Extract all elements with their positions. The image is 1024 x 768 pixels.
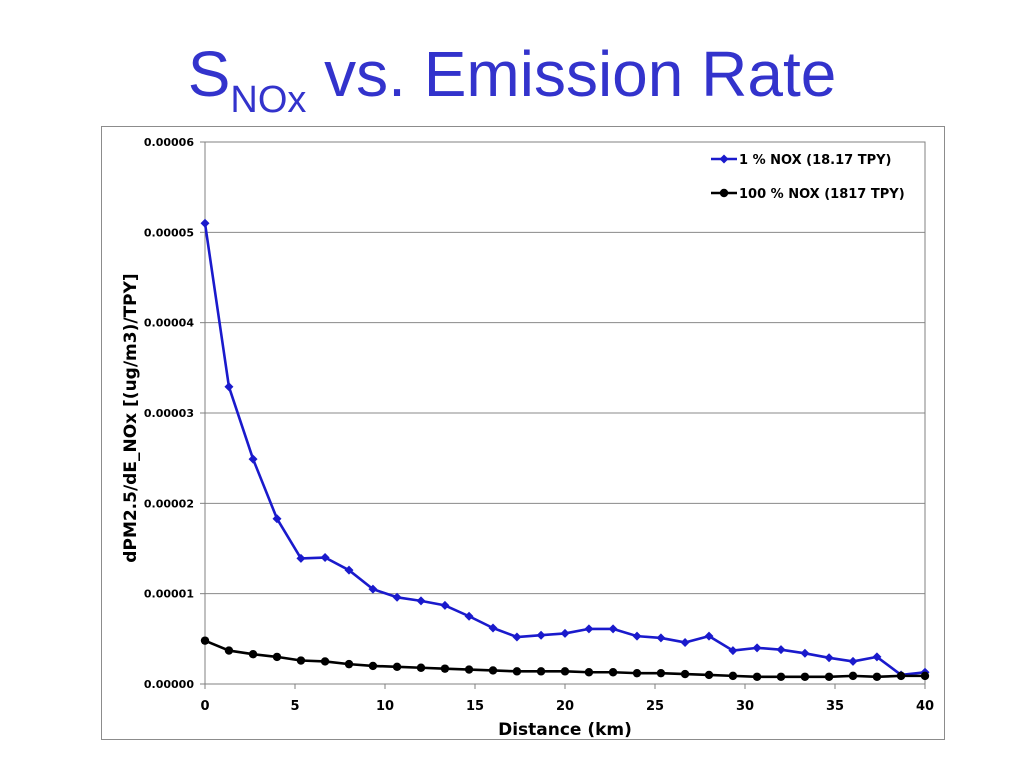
- x-tick-label: 15: [466, 699, 484, 714]
- series-1-point: [344, 565, 354, 575]
- series-1-point: [440, 600, 450, 610]
- series-2-point: [632, 668, 642, 678]
- series-2-point: [824, 672, 834, 681]
- series-2-point: [704, 670, 714, 680]
- series-1-point: [848, 656, 858, 666]
- series-1: [200, 218, 930, 680]
- series-2-point: [344, 659, 354, 669]
- series-1-line: [203, 223, 926, 677]
- series-2-point: [320, 657, 330, 666]
- x-tick-label: 0: [200, 699, 209, 714]
- series-2-point: [584, 668, 594, 677]
- series-lines: [200, 218, 930, 681]
- legend-marker: [719, 188, 729, 198]
- series-1-point: [392, 592, 402, 602]
- series-2-point: [728, 671, 738, 681]
- title-rest: vs. Emission Rate: [306, 38, 837, 110]
- series-1-point: [200, 218, 210, 228]
- series-2-point: [464, 665, 474, 674]
- series-1-point: [680, 637, 690, 647]
- x-tick-label: 25: [646, 699, 664, 714]
- series-1-point: [416, 596, 426, 606]
- series-2-point: [920, 671, 930, 681]
- gridlines: [205, 231, 925, 595]
- series-1-point: [656, 633, 666, 643]
- series-2-point: [752, 672, 762, 681]
- series-1-point: [248, 454, 258, 464]
- series-1-point: [224, 382, 234, 392]
- series-2-point: [440, 664, 450, 673]
- series-2-point: [272, 652, 282, 662]
- series-2-point: [368, 661, 378, 671]
- series-1-point: [704, 631, 714, 641]
- series-2-point: [680, 669, 690, 679]
- series-2-point: [848, 671, 858, 681]
- series-1-point: [464, 611, 474, 621]
- title-main: S: [187, 38, 231, 110]
- y-tick-label: 0.00004: [144, 317, 194, 330]
- series-1-point: [824, 653, 834, 663]
- series-2-point: [536, 667, 546, 676]
- series-1-point: [872, 652, 882, 662]
- series-1-point: [296, 553, 306, 563]
- series-1-point: [632, 631, 642, 641]
- tick-marks: [200, 141, 926, 689]
- series-2-point: [488, 666, 498, 675]
- series-1-point: [536, 630, 546, 640]
- series-2-point: [608, 668, 618, 677]
- y-tick-label: 0.00000: [144, 678, 194, 691]
- x-tick-label: 35: [826, 699, 844, 714]
- y-tick-label: 0.00001: [144, 588, 194, 601]
- x-tick-label: 20: [556, 699, 574, 714]
- series-2-point: [800, 672, 810, 681]
- legend-marker: [719, 154, 729, 164]
- series-2-point: [776, 672, 786, 681]
- y-tick-label: 0.00003: [144, 407, 194, 420]
- series-2-point: [560, 667, 570, 676]
- series-2: [200, 636, 930, 681]
- series-1-point: [512, 632, 522, 642]
- series-2-point: [896, 671, 906, 681]
- slide-title: SNOx vs. Emission Rate: [0, 34, 1024, 140]
- series-2-point: [296, 656, 306, 665]
- legend: 1 % NOX (18.17 TPY) 100 % NOX (1817 TPY): [711, 153, 905, 202]
- series-2-point: [200, 636, 210, 645]
- x-tick-label: 40: [916, 699, 934, 714]
- series-1-point: [800, 648, 810, 658]
- y-tick-label: 0.00002: [144, 497, 194, 510]
- x-tick-label: 5: [290, 699, 299, 714]
- series-1-point: [320, 553, 330, 563]
- series-1-point: [584, 624, 594, 634]
- legend-label: 100 % NOX (1817 TPY): [739, 187, 905, 202]
- series-1-point: [368, 584, 378, 594]
- y-tick-label: 0.00006: [144, 136, 194, 149]
- series-2-point: [416, 663, 426, 672]
- x-axis-title: Distance (km): [498, 720, 632, 740]
- y-axis-title: dPM2.5/dE_NOx [(ug/m3)/TPY]: [121, 273, 141, 562]
- series-1-point: [728, 646, 738, 656]
- series-2-point: [872, 672, 882, 681]
- x-tick-labels: 0 5 10 15 20 25 30 35 40: [200, 699, 934, 714]
- series-1-point: [752, 643, 762, 653]
- y-tick-labels: 0.00000 0.00001 0.00002 0.00003 0.00004 0.000…: [144, 136, 194, 691]
- series-2-point: [248, 649, 258, 659]
- series-1-point: [776, 645, 786, 655]
- series-1-point: [608, 624, 618, 634]
- title-subscript: NOx: [230, 79, 307, 121]
- series-1-point: [560, 628, 570, 638]
- y-tick-label: 0.00005: [144, 226, 194, 239]
- series-2-point: [656, 668, 666, 678]
- legend-label: 1 % NOX (18.17 TPY): [739, 153, 891, 168]
- x-tick-label: 10: [376, 699, 394, 714]
- series-2-point: [224, 646, 234, 655]
- series-1-point: [272, 514, 282, 524]
- series-2-point: [392, 662, 402, 672]
- series-1-point: [488, 623, 498, 633]
- x-tick-label: 30: [736, 699, 754, 714]
- series-2-point: [512, 667, 522, 676]
